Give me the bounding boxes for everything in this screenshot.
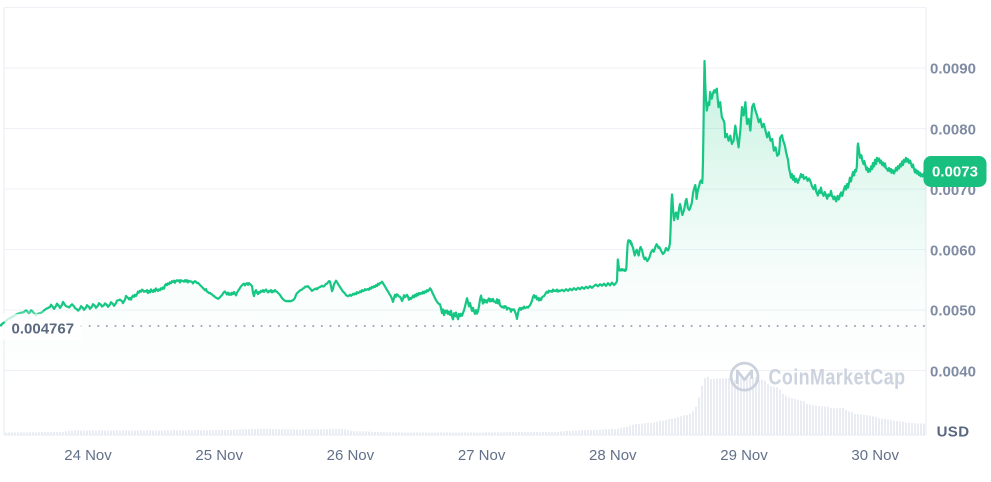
svg-text:0.004767: 0.004767: [12, 321, 75, 338]
svg-text:0.0073: 0.0073: [932, 164, 978, 181]
svg-text:0.0090: 0.0090: [930, 60, 976, 77]
svg-text:30 Nov: 30 Nov: [851, 447, 899, 464]
svg-text:29 Nov: 29 Nov: [720, 447, 768, 464]
svg-text:USD: USD: [937, 424, 970, 441]
svg-text:0.0080: 0.0080: [930, 121, 976, 138]
svg-text:0.0060: 0.0060: [930, 242, 976, 259]
svg-text:0.0050: 0.0050: [930, 302, 976, 319]
svg-text:25 Nov: 25 Nov: [195, 447, 243, 464]
svg-text:0.0040: 0.0040: [930, 363, 976, 380]
svg-text:CoinMarketCap: CoinMarketCap: [769, 365, 906, 390]
svg-text:27 Nov: 27 Nov: [458, 447, 506, 464]
svg-text:28 Nov: 28 Nov: [589, 447, 637, 464]
svg-text:26 Nov: 26 Nov: [327, 447, 375, 464]
svg-text:24 Nov: 24 Nov: [64, 447, 112, 464]
